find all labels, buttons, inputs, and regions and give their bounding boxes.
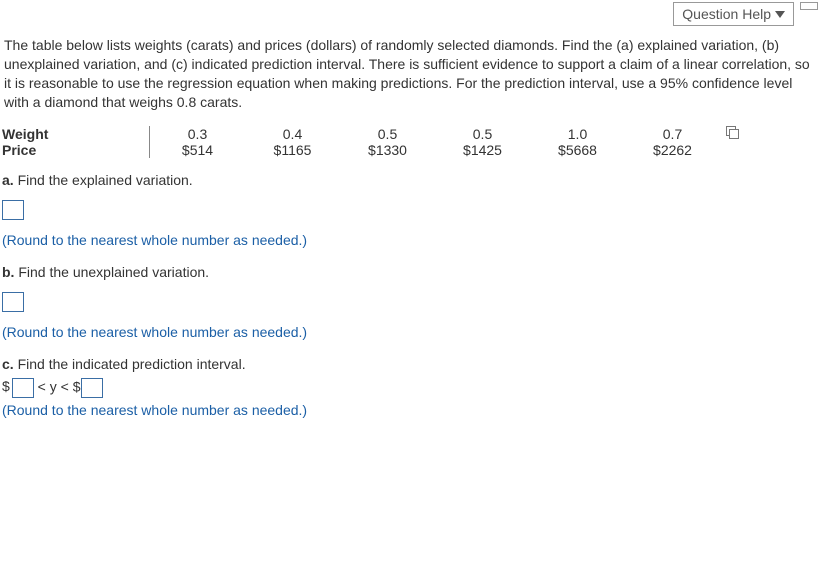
data-table: Weight 0.3 0.4 0.5 0.5 1.0 0.7 Price $51… [0,126,790,158]
rounding-hint: (Round to the nearest whole number as ne… [0,322,822,350]
copy-icon[interactable] [726,126,740,138]
part-c-prompt: c. Find the indicated prediction interva… [0,350,822,374]
part-b-prompt: b. Find the unexplained variation. [0,258,822,282]
rounding-hint: (Round to the nearest whole number as ne… [0,400,822,428]
table-row: Price $514 $1165 $1330 $1425 $5668 $2262 [0,142,790,158]
interval-mid-text: < y < $ [34,378,81,394]
question-help-label: Question Help [682,6,771,22]
answer-input-a[interactable] [2,200,24,220]
problem-statement: The table below lists weights (carats) a… [0,32,822,126]
part-text: Find the indicated prediction interval. [18,356,246,372]
weight-cell: 1.0 [530,126,625,142]
weight-cell: 0.7 [625,126,720,142]
price-cell: $5668 [530,142,625,158]
part-letter: c. [2,356,14,372]
prediction-interval-line: $ < y < $ [0,374,822,400]
part-letter: a. [2,172,14,188]
rounding-hint: (Round to the nearest whole number as ne… [0,230,822,258]
question-help-dropdown[interactable]: Question Help [673,2,794,26]
toolbar-extra-button[interactable] [800,2,818,10]
price-cell: $1425 [435,142,530,158]
row-label-weight: Weight [0,126,150,142]
chevron-down-icon [775,11,785,18]
dollar-sign: $ [2,378,10,394]
answer-input-c-upper[interactable] [81,378,103,398]
weight-cell: 0.5 [340,126,435,142]
price-cell: $2262 [625,142,720,158]
part-letter: b. [2,264,14,280]
part-a-prompt: a. Find the explained variation. [0,166,822,190]
row-label-price: Price [0,142,150,158]
weight-cell: 0.4 [245,126,340,142]
table-row: Weight 0.3 0.4 0.5 0.5 1.0 0.7 [0,126,790,142]
answer-input-c-lower[interactable] [12,378,34,398]
part-text: Find the explained variation. [18,172,193,188]
price-cell: $1165 [245,142,340,158]
answer-input-b[interactable] [2,292,24,312]
price-cell: $1330 [340,142,435,158]
weight-cell: 0.3 [150,126,245,142]
weight-cell: 0.5 [435,126,530,142]
price-cell: $514 [150,142,245,158]
part-text: Find the unexplained variation. [18,264,209,280]
